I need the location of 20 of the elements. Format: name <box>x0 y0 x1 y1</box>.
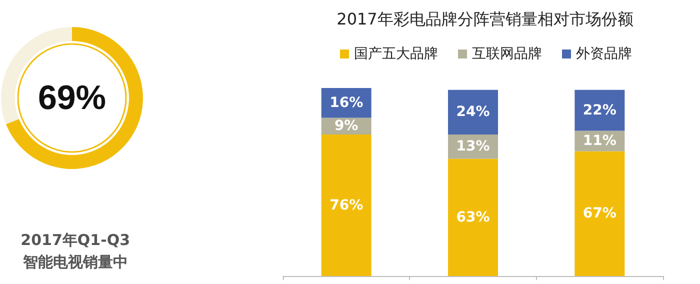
bar <box>448 90 498 135</box>
data-label: 22% <box>582 102 616 118</box>
bar <box>321 134 372 276</box>
data-label: 9% <box>334 118 358 134</box>
text: 69% <box>38 79 106 117</box>
data-label: 63% <box>456 209 490 226</box>
data-label: 13% <box>456 138 490 155</box>
data-label: 67% <box>582 206 616 222</box>
data-label: 16% <box>330 94 364 111</box>
legend-label: 外资品牌 <box>576 46 632 62</box>
bar <box>448 158 498 276</box>
data-label: 24% <box>456 104 490 120</box>
bar <box>574 90 625 131</box>
data-label: 11% <box>582 133 616 150</box>
legend-label: 国产五大品牌 <box>354 46 438 62</box>
bar <box>574 151 625 276</box>
data-label: 76% <box>330 197 364 214</box>
text: 2017年Q1-Q3 智能电视销量中 <box>20 231 130 271</box>
chart-title: 2017年彩电品牌分阵营销量相对市场份额 <box>336 10 634 28</box>
legend-label: 互联网品牌 <box>472 46 542 62</box>
